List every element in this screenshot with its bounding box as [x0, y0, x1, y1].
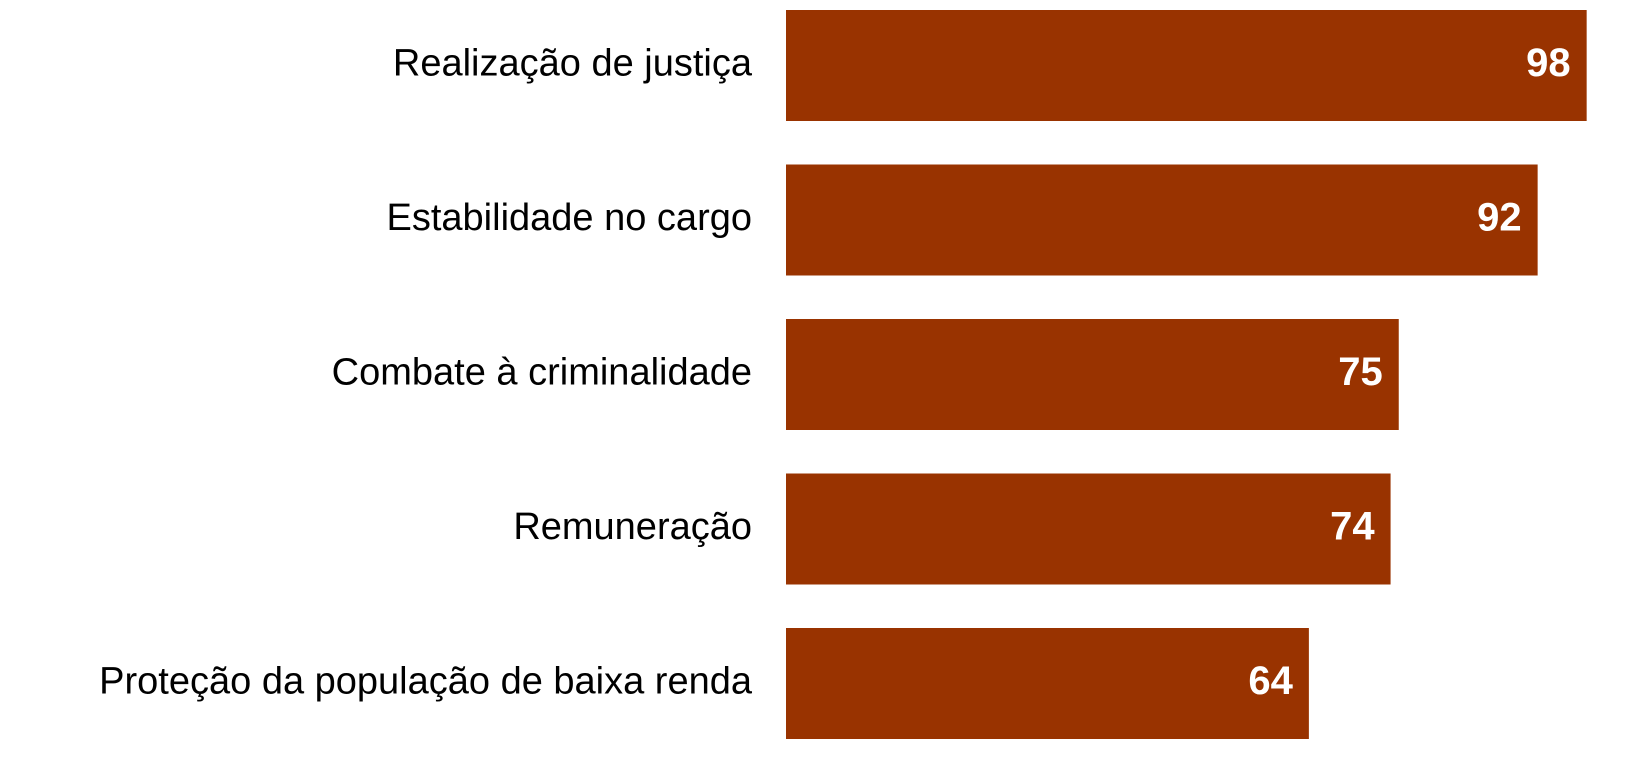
category-label: Combate à criminalidade — [332, 352, 752, 394]
category-label: Estabilidade no cargo — [387, 197, 752, 239]
category-label: Remuneração — [513, 506, 752, 548]
category-label: Realização de justiça — [393, 43, 753, 85]
bar — [786, 319, 1399, 430]
value-label: 74 — [1330, 505, 1375, 549]
category-label: Proteção da população de baixa renda — [99, 661, 753, 703]
value-label: 75 — [1338, 350, 1383, 394]
bar — [786, 628, 1309, 739]
bar — [786, 10, 1587, 121]
bar — [786, 473, 1391, 585]
value-label: 92 — [1477, 196, 1522, 240]
value-label: 98 — [1526, 41, 1571, 85]
value-label: 64 — [1248, 659, 1293, 703]
bar — [786, 164, 1538, 276]
